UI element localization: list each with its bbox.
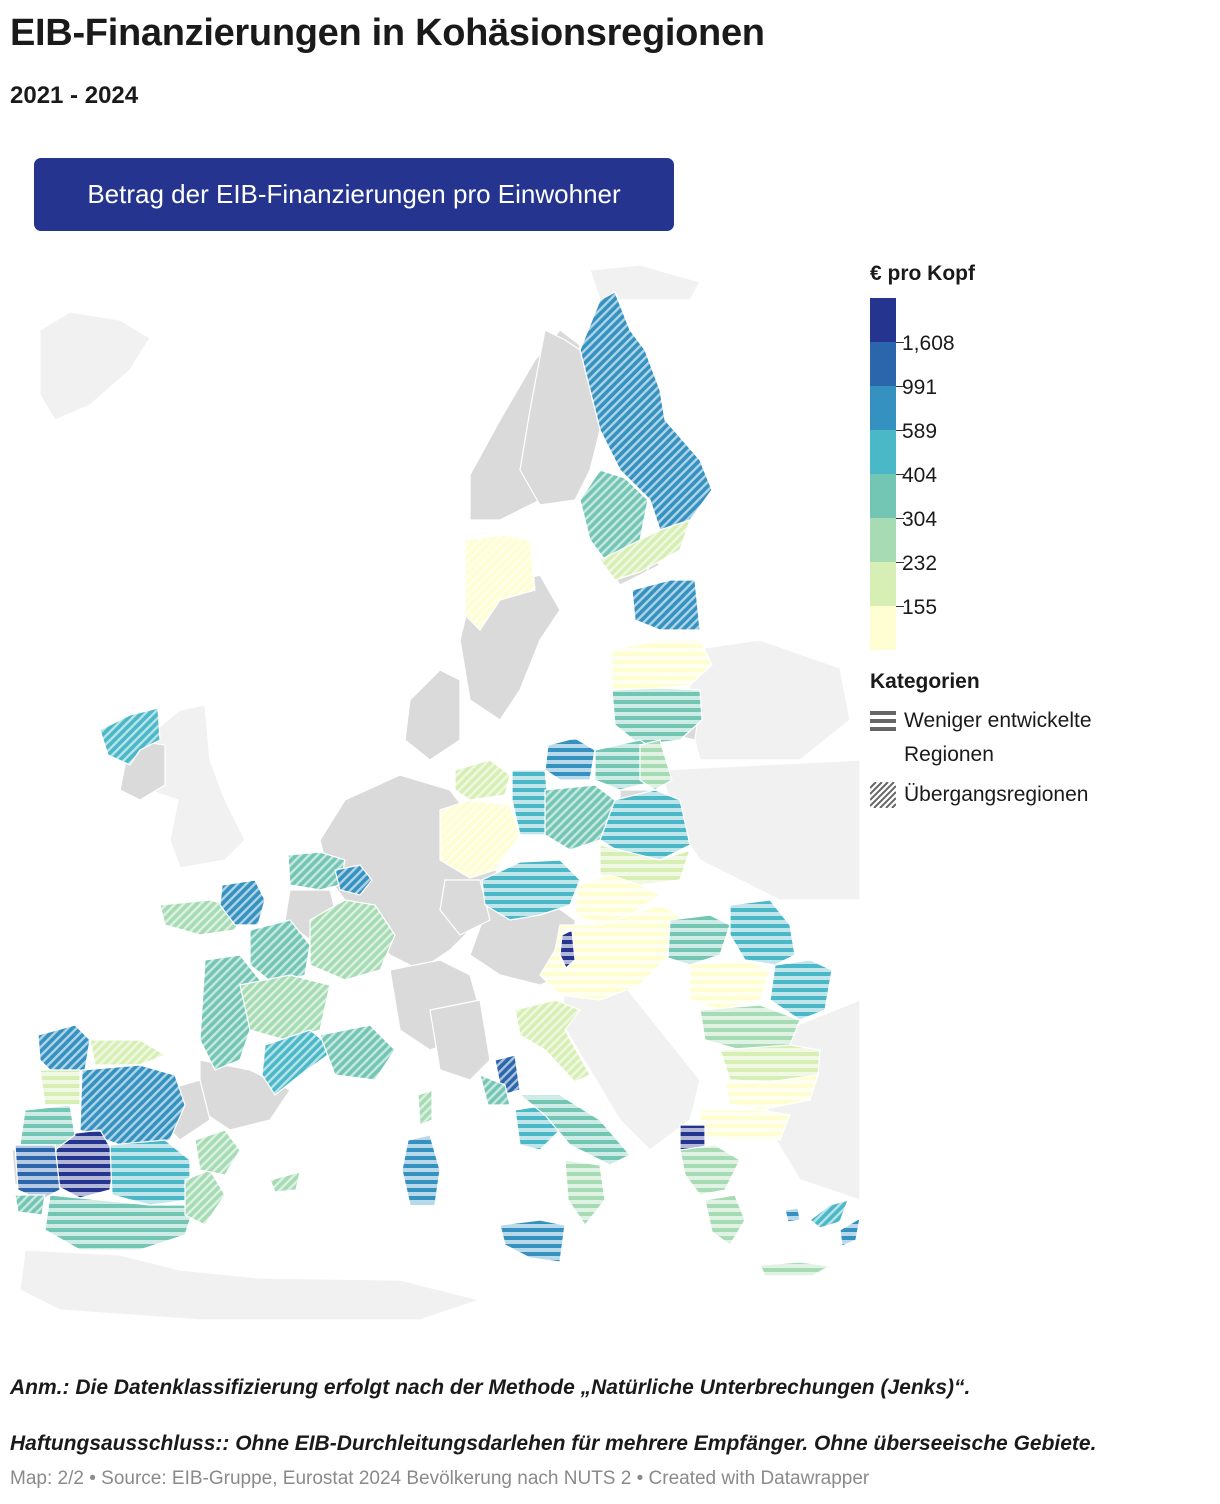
region-estland[interactable]: Estland	[631, 579, 701, 631]
region-kreta[interactable]: Kreta	[759, 1261, 832, 1277]
region-peloponnes[interactable]: Peloponnes	[704, 1194, 746, 1246]
region-rumaenien-mitte[interactable]: Rumänien Mitte	[689, 959, 771, 1011]
region-rumaenien-ost[interactable]: Rumänien Ost	[769, 959, 833, 1021]
region-asturien[interactable]: Asturien	[89, 1039, 167, 1066]
legend: € pro Kopf 1,608 991 589 404 304 232 155 Kateg…	[870, 262, 1210, 808]
categories-title: Kategorien	[870, 670, 980, 693]
region-andalusien[interactable]: Andalusien	[44, 1194, 196, 1251]
region-griechenland-nord[interactable]: Griechenland Nord	[699, 1109, 791, 1141]
region-sizilien[interactable]: Sizilien	[499, 1219, 566, 1263]
legend-title: € pro Kopf	[870, 262, 975, 285]
region-balearen[interactable]: Balearen	[269, 1171, 301, 1193]
region-westmakedonien[interactable]: Westmakedonien	[679, 1124, 706, 1151]
legend-break-label: 155	[902, 596, 938, 619]
legend-tick	[896, 606, 904, 607]
region-limousin[interactable]: Limousin	[239, 974, 331, 1041]
region-sardinien[interactable]: Sardinien	[401, 1134, 441, 1206]
region-provence[interactable]: Provence	[319, 1024, 396, 1081]
europe-map: Finnland Ost Finnland Süd Finnland Südos…	[11, 264, 860, 1321]
legend-break-label: 589	[902, 420, 938, 443]
legend-swatch	[870, 562, 896, 606]
region-rumaenien-sued[interactable]: Rumänien Süd	[699, 1004, 801, 1051]
legend-break-label: 991	[902, 376, 938, 399]
stripes-pattern-icon	[870, 711, 896, 731]
map-subtitle: 2021 - 2024	[10, 82, 139, 109]
other-eu-regions-north	[519, 329, 601, 506]
legend-swatch	[870, 298, 896, 342]
legend-tick	[896, 342, 904, 343]
region-rumaenien-nordwest[interactable]: Rumänien Nordwest	[729, 899, 796, 966]
region-tschechien[interactable]: Tschechien	[481, 859, 581, 921]
region-polen-nordwest[interactable]: Polen Nordwest	[544, 737, 596, 781]
legend-category-label: Weniger entwickelte Regionen	[904, 709, 1092, 766]
source-line: Map: 2/2 • Source: EIB-Gruppe, Eurostat …	[10, 1468, 870, 1489]
region-ostdeutschland-nord[interactable]: Ostdeutschland Nord	[454, 759, 511, 801]
legend-category-label: Übergangsregionen	[904, 783, 1089, 806]
legend-break-label: 404	[902, 464, 938, 487]
region-polen-west[interactable]: Polen West	[511, 769, 549, 836]
region-griechenland-mitte[interactable]: Griechenland Mitte	[679, 1144, 741, 1196]
non-eu-land	[19, 264, 860, 1321]
legend-category-less-developed: Weniger entwickelte Regionen	[870, 704, 1170, 772]
legend-tick	[896, 474, 904, 475]
region-kalabrien[interactable]: Kalabrien	[564, 1159, 606, 1227]
method-note: Anm.: Die Datenklassifizierung erfolgt n…	[10, 1376, 971, 1399]
disclaimer-note: Haftungsausschluss:: Ohne EIB-Durchleitu…	[10, 1432, 1097, 1455]
region-portugal-nord[interactable]: Portugal Nord	[39, 1069, 81, 1106]
region-zypern[interactable]: Zypern	[809, 1199, 849, 1229]
legend-swatch	[870, 430, 896, 474]
region-rumaenien-nord[interactable]: Rumänien Nord	[667, 914, 731, 966]
legend-tick	[896, 386, 904, 387]
legend-swatch	[870, 342, 896, 386]
legend-tick	[896, 518, 904, 519]
legend-color-scale: 1,608 991 589 404 304 232 155	[870, 298, 1030, 650]
legend-swatch	[870, 518, 896, 562]
region-galicien[interactable]: Galicien	[37, 1024, 91, 1076]
hatch-pattern-icon	[870, 782, 896, 808]
region-kastilien-la-mancha[interactable]: Kastilien-La Mancha	[109, 1139, 191, 1206]
legend-break-label: 1,608	[902, 332, 955, 355]
tab-funding-per-capita[interactable]: Betrag der EIB-Finanzierungen pro Einwoh…	[34, 158, 674, 231]
region-ostdeutschland[interactable]: Ostdeutschland	[439, 799, 521, 879]
legend-tick	[896, 430, 904, 431]
legend-break-label: 232	[902, 552, 938, 575]
region-algarve[interactable]: Algarve	[14, 1194, 46, 1216]
legend-swatch	[870, 474, 896, 518]
region-korsika[interactable]: Korsika	[417, 1089, 433, 1126]
legend-category-transition: Übergangsregionen	[870, 778, 1088, 812]
legend-tick	[896, 562, 904, 563]
legend-break-label: 304	[902, 508, 938, 531]
region-murcia[interactable]: Murcia	[184, 1169, 226, 1226]
region-valencia[interactable]: Valencia	[194, 1129, 241, 1176]
region-polen-nordost[interactable]: Polen Nordost	[639, 739, 673, 791]
region-alentejo[interactable]: Alentejo	[14, 1144, 61, 1201]
legend-swatch	[870, 386, 896, 430]
map-title: EIB-Finanzierungen in Kohäsionsregionen	[10, 12, 765, 54]
legend-swatch	[870, 606, 896, 650]
